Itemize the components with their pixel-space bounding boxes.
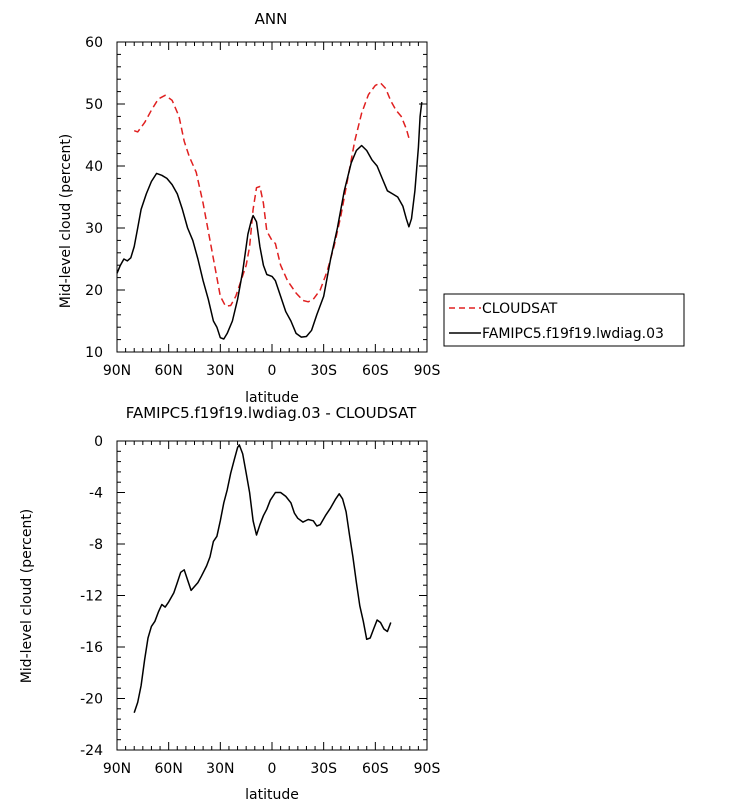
bottom-chart: FAMIPC5.f19f19.lwdiag.03 - CLOUDSAT Mid-… xyxy=(19,404,440,803)
top-y-tick-label: 30 xyxy=(85,221,103,237)
legend-model-label: FAMIPC5.f19f19.lwdiag.03 xyxy=(482,326,664,342)
bottom-chart-title: FAMIPC5.f19f19.lwdiag.03 - CLOUDSAT xyxy=(126,404,417,422)
legend-box xyxy=(443,293,685,347)
bottom-y-tick-label: -16 xyxy=(80,640,103,656)
top-y-tick-label: 50 xyxy=(85,97,103,113)
bottom-y-tick-label: -20 xyxy=(80,692,103,708)
bottom-chart-xlabel: latitude xyxy=(245,787,299,803)
bottom-y-tick-label: 0 xyxy=(94,434,103,450)
top-series-line-cloudsat xyxy=(133,82,411,307)
top-chart-xlabel: latitude xyxy=(245,390,299,406)
top-series-line-famipc5-f19f19-lwdiag-03 xyxy=(116,102,423,340)
top-y-tick-label: 40 xyxy=(85,159,103,175)
bottom-chart-ylabel: Mid-level cloud (percent) xyxy=(19,509,35,684)
bottom-plot-area: 90N 60N 30N 0 30S 60S 90S -24 -20 -16 -12 -8 -4 0 xyxy=(80,434,440,777)
top-chart: ANN Mid-level cloud (percent) latitude 9… xyxy=(58,10,440,406)
bottom-x-tick-label: 60S xyxy=(362,761,389,777)
bottom-y-tick-label: -8 xyxy=(89,537,103,553)
top-x-tick-label: 60S xyxy=(362,363,389,379)
bottom-y-tick-label: -4 xyxy=(89,486,103,502)
top-y-tick-label: 60 xyxy=(85,35,103,51)
bottom-x-tick-label: 60N xyxy=(155,761,183,777)
top-y-tick-label: 10 xyxy=(85,345,103,361)
top-plot-area: 90N 60N 30N 0 30S 60S 90S 10 20 30 40 50 60 xyxy=(85,35,440,379)
bottom-y-tick-label: -12 xyxy=(80,589,103,605)
bottom-x-tick-label: 30N xyxy=(206,761,234,777)
top-x-tick-label: 30S xyxy=(310,363,337,379)
top-x-tick-label: 60N xyxy=(155,363,183,379)
bottom-x-tick-label: 0 xyxy=(268,761,277,777)
top-x-tick-label: 90N xyxy=(103,363,131,379)
top-x-tick-label: 90S xyxy=(414,363,441,379)
top-plot-frame xyxy=(116,41,428,353)
legend-cloudsat-label: CLOUDSAT xyxy=(482,301,558,317)
bottom-x-tick-label: 90N xyxy=(103,761,131,777)
top-y-tick-label: 20 xyxy=(85,283,103,299)
top-x-tick-label: 30N xyxy=(206,363,234,379)
bottom-series-line-difference xyxy=(133,444,392,713)
bottom-y-tick-label: -24 xyxy=(80,743,103,759)
top-x-tick-label: 0 xyxy=(268,363,277,379)
top-chart-ylabel: Mid-level cloud (percent) xyxy=(58,134,74,309)
bottom-plot-frame xyxy=(116,440,428,751)
bottom-x-tick-label: 90S xyxy=(414,761,441,777)
top-chart-title: ANN xyxy=(255,10,288,28)
legend: CLOUDSAT FAMIPC5.f19f19.lwdiag.03 xyxy=(443,293,685,347)
bottom-x-tick-label: 30S xyxy=(310,761,337,777)
